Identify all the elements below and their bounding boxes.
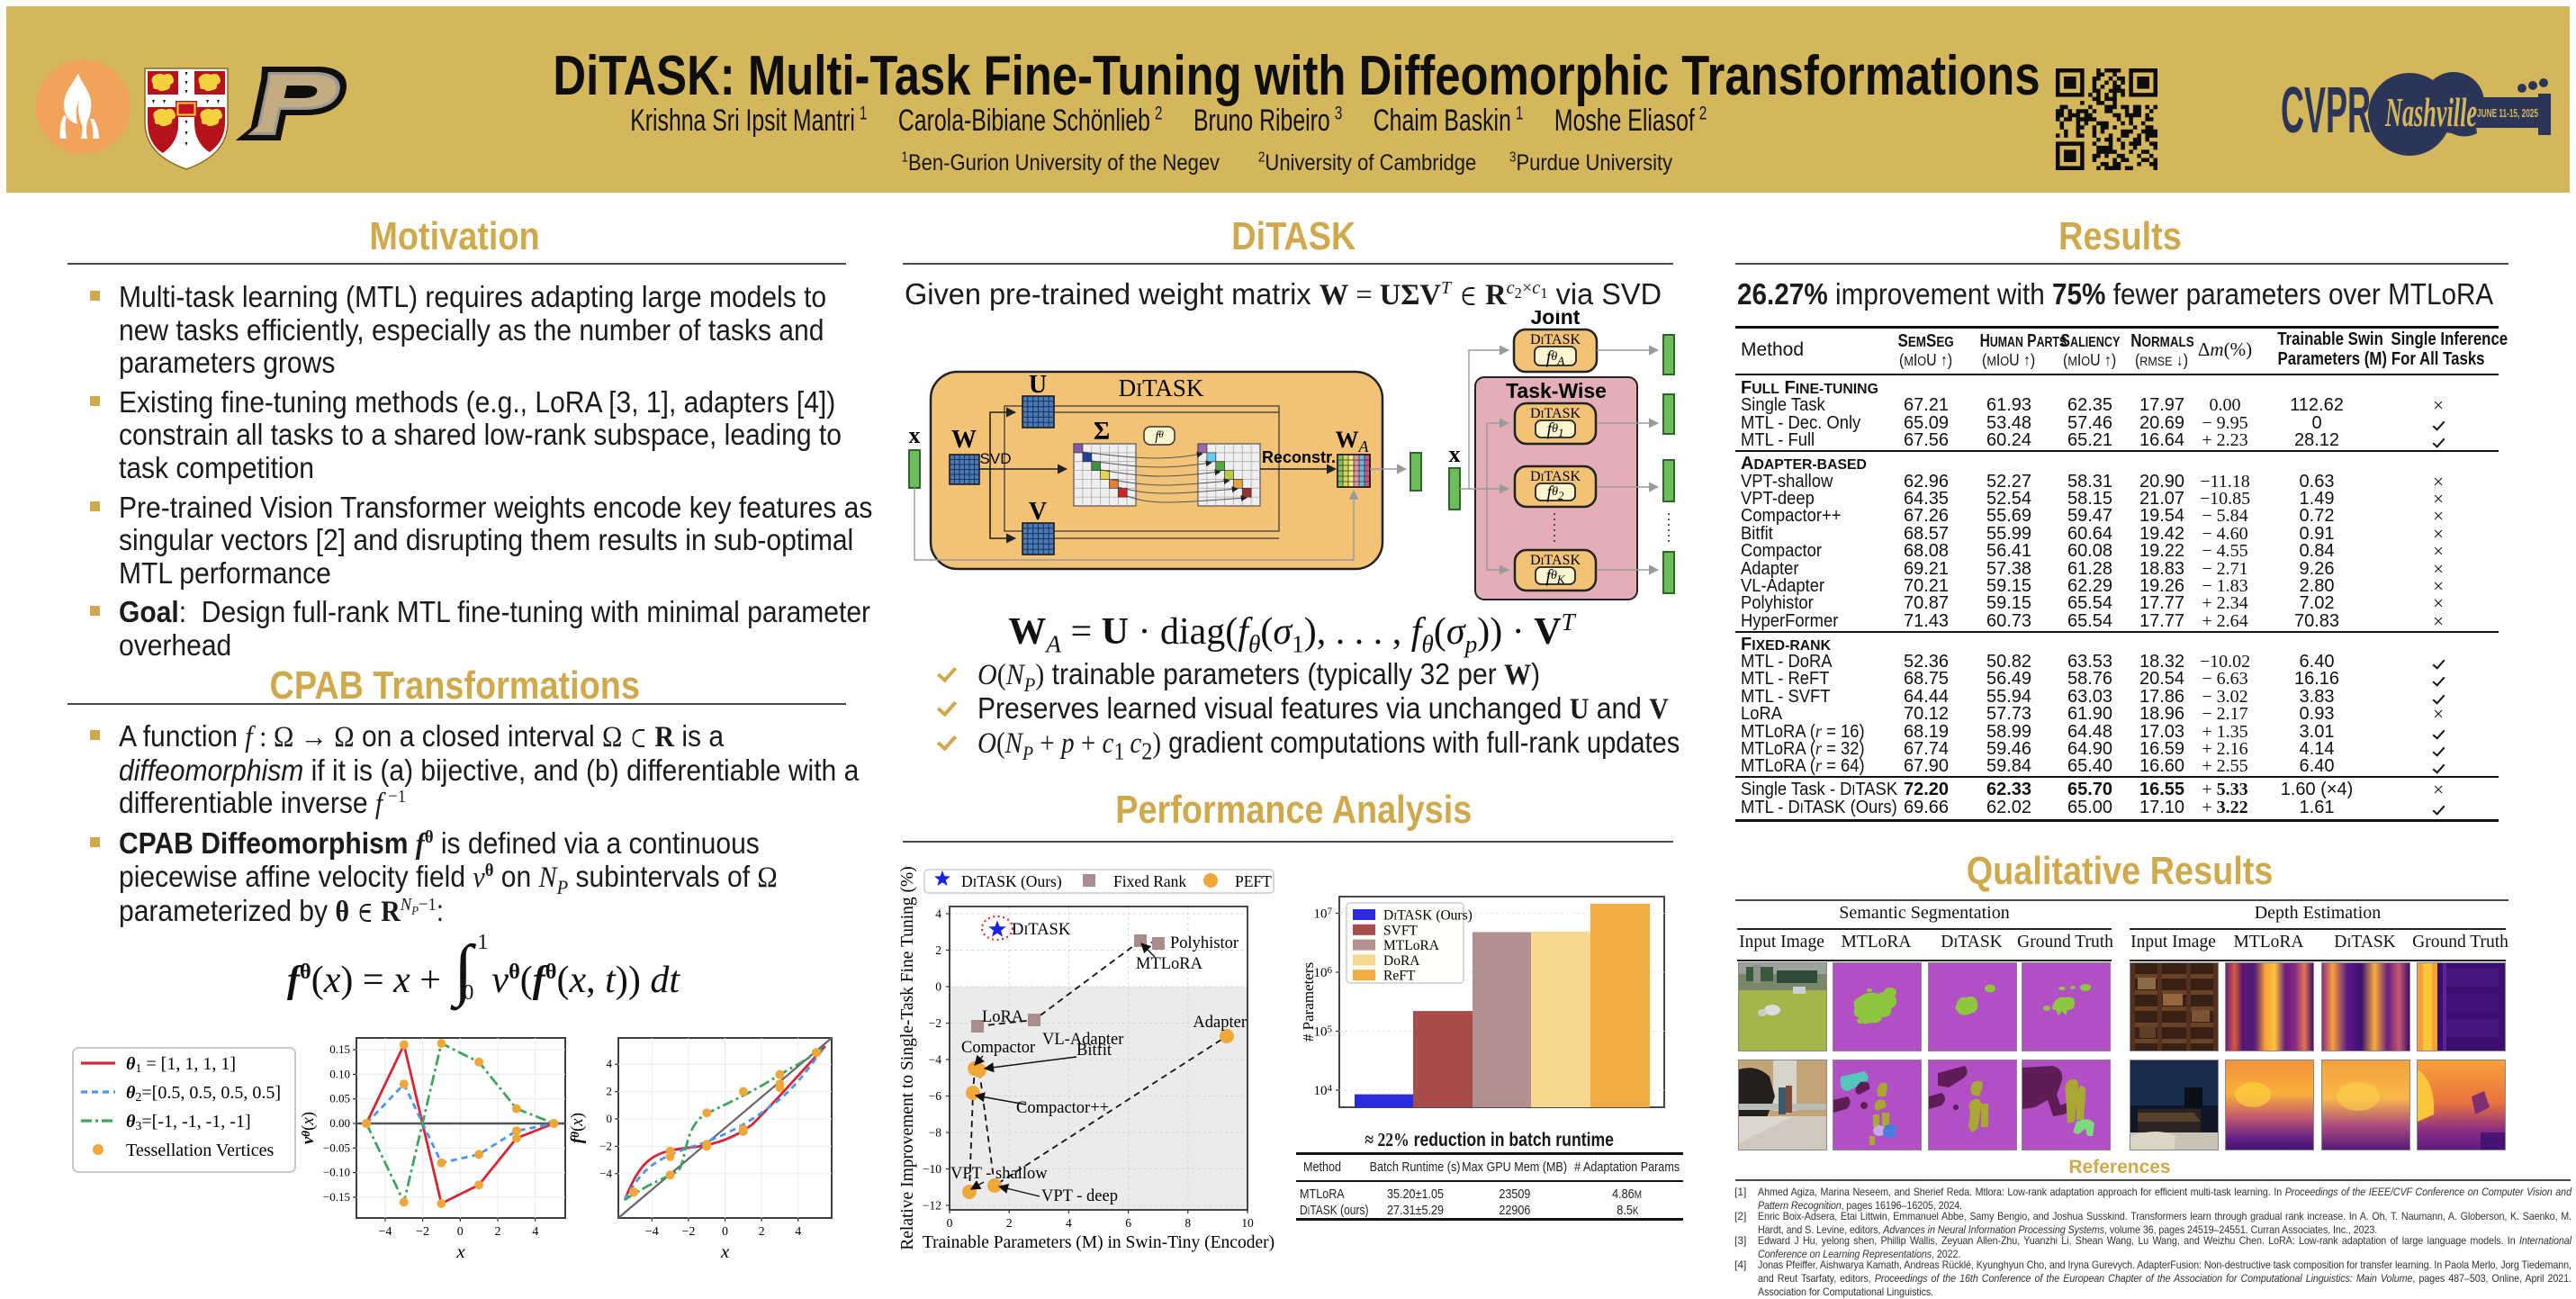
- svg-text:−8: −8: [929, 1126, 942, 1140]
- svg-text:−12: −12: [923, 1199, 941, 1213]
- svg-text:DITASK: DITASK: [1530, 469, 1581, 484]
- svg-text:MTLoRA: MTLoRA: [1136, 955, 1203, 973]
- svg-text:Compactor++: Compactor++: [1016, 1099, 1109, 1117]
- svg-text:MTLoRA: MTLoRA: [1383, 938, 1440, 953]
- svg-text:0.00: 0.00: [329, 1116, 350, 1130]
- svg-text:−0.10: −0.10: [323, 1166, 350, 1179]
- svg-text:fθ: fθ: [1155, 429, 1164, 444]
- svg-text:Tessellation Vertices: Tessellation Vertices: [126, 1141, 275, 1160]
- svg-text:6: 6: [1125, 1216, 1131, 1230]
- svg-text:−2: −2: [681, 1225, 695, 1239]
- svg-text:4: 4: [607, 1057, 613, 1070]
- svg-text:4: 4: [1066, 1216, 1072, 1230]
- svg-text:4: 4: [795, 1225, 801, 1239]
- svg-text:−6: −6: [929, 1089, 942, 1103]
- svg-text:Adapter: Adapter: [1193, 1014, 1247, 1032]
- svg-text:JUNE 11-15, 2025: JUNE 11-15, 2025: [2477, 106, 2538, 120]
- svg-text:104: 104: [1314, 1083, 1333, 1098]
- svg-text:CVPR: CVPR: [2281, 75, 2371, 147]
- svg-text:SVD: SVD: [980, 450, 1012, 467]
- svg-text:−4: −4: [378, 1225, 392, 1239]
- svg-text:2: 2: [1006, 1216, 1013, 1230]
- svg-text:x: x: [1449, 441, 1461, 467]
- svg-text:θ2=[0.5, 0.5, 0.5, 0.5]: θ2=[0.5, 0.5, 0.5, 0.5]: [126, 1083, 281, 1105]
- svg-text:Trainable Parameters (M) in Sw: Trainable Parameters (M) in Swin-Tiny (E…: [923, 1233, 1274, 1252]
- svg-text:VPT - deep: VPT - deep: [1041, 1187, 1118, 1205]
- svg-text:ReFT: ReFT: [1383, 969, 1416, 984]
- svg-text:0: 0: [935, 980, 941, 994]
- svg-text:DITASK: DITASK: [1530, 332, 1581, 347]
- svg-text:Bitfit: Bitfit: [1076, 1042, 1112, 1060]
- svg-text:VPT - shallow: VPT - shallow: [950, 1165, 1048, 1183]
- svg-text:x: x: [909, 422, 921, 448]
- svg-text:fθ(x): fθ(x): [568, 1113, 587, 1143]
- svg-text:DITASK (Ours): DITASK (Ours): [961, 872, 1062, 890]
- svg-text:Task-Wise: Task-Wise: [1506, 379, 1607, 402]
- svg-text:Σ: Σ: [1094, 418, 1110, 446]
- svg-text:0.05: 0.05: [329, 1092, 350, 1105]
- svg-text:W: W: [951, 426, 977, 454]
- svg-text:V: V: [1029, 498, 1047, 526]
- svg-text:DITASK: DITASK: [1012, 921, 1071, 939]
- svg-text:2: 2: [759, 1225, 765, 1239]
- svg-text:U: U: [1029, 371, 1047, 399]
- svg-text:−10: −10: [923, 1162, 941, 1176]
- svg-text:# Parameters: # Parameters: [1300, 962, 1317, 1042]
- svg-text:8: 8: [1184, 1216, 1191, 1230]
- svg-text:0.15: 0.15: [329, 1042, 350, 1056]
- svg-text:0.10: 0.10: [329, 1067, 350, 1080]
- svg-text:0: 0: [722, 1225, 728, 1239]
- svg-text:0: 0: [457, 1225, 464, 1239]
- svg-text:10: 10: [1241, 1216, 1254, 1230]
- svg-text:LoRA: LoRA: [982, 1008, 1024, 1026]
- svg-text:Nashville: Nashville: [2384, 89, 2477, 135]
- svg-text:Compactor: Compactor: [961, 1039, 1035, 1057]
- svg-text:−0.05: −0.05: [323, 1141, 350, 1154]
- svg-text:4: 4: [935, 907, 941, 921]
- svg-text:2: 2: [607, 1085, 613, 1098]
- svg-text:2: 2: [495, 1225, 501, 1239]
- svg-text:vθ(x): vθ(x): [299, 1112, 318, 1144]
- svg-text:SVFT: SVFT: [1383, 923, 1418, 938]
- svg-text:107: 107: [1314, 907, 1333, 922]
- svg-text:−2: −2: [416, 1225, 429, 1239]
- svg-text:−2: −2: [599, 1139, 612, 1152]
- svg-text:0: 0: [607, 1112, 613, 1125]
- svg-text:x: x: [455, 1240, 465, 1262]
- svg-text:−4: −4: [929, 1053, 942, 1067]
- svg-text:Relative Improvement to Single: Relative Improvement to Single-Task Fine…: [898, 866, 917, 1250]
- svg-text:DITASK: DITASK: [1530, 553, 1581, 568]
- svg-text:Joint: Joint: [1531, 311, 1581, 329]
- svg-text:DITASK: DITASK: [1119, 374, 1204, 401]
- svg-text:2: 2: [935, 943, 941, 957]
- svg-text:θ1 = [1, 1, 1, 1]: θ1 = [1, 1, 1, 1]: [126, 1054, 236, 1076]
- svg-text:Fixed Rank: Fixed Rank: [1113, 872, 1186, 890]
- svg-text:0: 0: [947, 1216, 953, 1230]
- svg-text:PEFT: PEFT: [1235, 872, 1272, 890]
- svg-text:x: x: [720, 1240, 730, 1262]
- svg-text:DITASK: DITASK: [1530, 406, 1581, 421]
- svg-text:−2: −2: [929, 1016, 941, 1030]
- svg-text:−0.15: −0.15: [323, 1190, 350, 1204]
- svg-text:DITASK (Ours): DITASK (Ours): [1383, 908, 1473, 924]
- svg-text:−4: −4: [599, 1167, 612, 1180]
- svg-text:θ3=[-1, -1, -1, -1]: θ3=[-1, -1, -1, -1]: [126, 1112, 251, 1133]
- svg-text:4: 4: [532, 1225, 538, 1239]
- svg-text:DoRA: DoRA: [1383, 953, 1420, 969]
- svg-text:−4: −4: [645, 1225, 659, 1239]
- svg-text:Reconstr.: Reconstr.: [1262, 448, 1336, 466]
- svg-text:VL-Adapter: VL-Adapter: [1042, 1031, 1123, 1049]
- svg-text:Polyhistor: Polyhistor: [1170, 934, 1238, 952]
